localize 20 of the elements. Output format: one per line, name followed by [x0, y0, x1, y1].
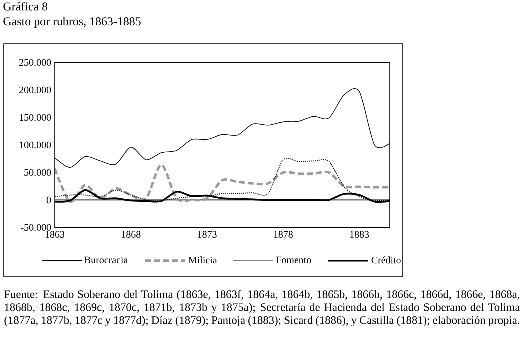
- x-tick-label: 1883: [350, 231, 370, 238]
- line-series: [55, 164, 390, 204]
- x-tick-label: 1873: [198, 231, 217, 238]
- y-tick-label: 100.000: [20, 142, 52, 149]
- legend-label: Crédito: [372, 256, 401, 264]
- legend-label: Milicia: [188, 256, 218, 264]
- y-tick-label: 150.000: [20, 114, 52, 122]
- legend-label: Fomento: [276, 256, 312, 264]
- x-tick-label: 1878: [274, 231, 294, 238]
- x-tick-label: 1868: [122, 231, 141, 238]
- y-tick-label: 50.000: [24, 169, 52, 176]
- y-tick-label: 200.000: [20, 86, 52, 94]
- x-tick-label: 1863: [46, 231, 65, 238]
- source-note: Fuente: Estado Soberano del Tolima (1863e, 1863f, 1864a, 1864b, 1865b, 1866b, 1866c, 1866d, 1866e, 1868a, 1868b, 1868c, 1869c, 1870c, 1871b, 1873b y 1875a); Secretaría de Hacienda del Estado Soberano del Tolima (1877a, 1877b, 1877c y 1877d); Díaz (1879); Pantoja (1883); Sicard (1886), y Castilla (1881); elaboración propia.: [4, 290, 520, 327]
- chart-title: Gráfica 8: [4, 2, 48, 11]
- legend-label: Burocracia: [84, 256, 128, 264]
- chart-subtitle: Gasto por rubros, 1863-1885: [4, 17, 141, 28]
- y-tick-label: 0: [46, 196, 52, 204]
- y-tick-label: -50.000: [21, 224, 52, 232]
- y-tick-label: 250.000: [20, 59, 52, 66]
